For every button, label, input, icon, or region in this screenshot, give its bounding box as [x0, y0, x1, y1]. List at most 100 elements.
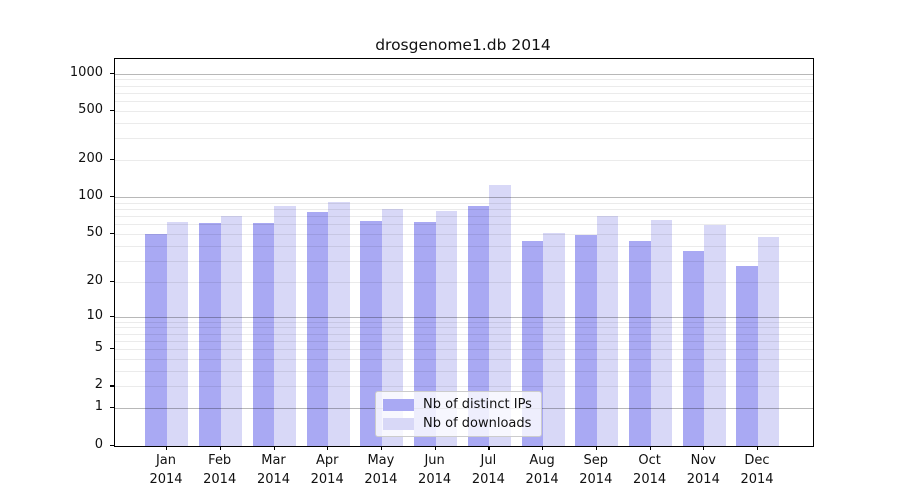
x-tick-label-feb: Feb 2014: [203, 453, 237, 487]
x-tick-mark: [434, 445, 436, 450]
x-tick-mark: [757, 445, 759, 450]
bar-apr-downloads: [328, 201, 350, 446]
x-tick-label-mar: Mar 2014: [256, 453, 291, 487]
x-tick-mark: [703, 445, 705, 450]
bar-nov-downloads: [704, 225, 726, 446]
x-tick-label-may: May 2014: [364, 453, 398, 487]
bar-may-distinct-ips: [360, 220, 382, 446]
gridline-900: [114, 79, 813, 81]
gridline-400: [114, 123, 813, 124]
bar-mar-downloads: [274, 206, 296, 446]
bar-apr-distinct-ips: [306, 211, 329, 446]
legend-item-downloads: Nb of downloads: [383, 416, 532, 431]
legend-swatch-distinct-ips: [383, 398, 414, 411]
y-tick-label-10: 10: [86, 307, 103, 323]
gridline-90: [114, 202, 813, 204]
bar-dec-downloads: [757, 237, 780, 446]
y-tick-mark: [109, 110, 114, 112]
gridline-600: [114, 101, 813, 103]
y-tick-mark: [109, 159, 114, 161]
gridline-40: [114, 245, 813, 247]
y-tick-label-2: 2: [94, 377, 103, 393]
y-tick-mark: [109, 444, 114, 446]
gridline-30: [114, 260, 813, 262]
x-tick-label-jul: Jul 2014: [471, 453, 505, 487]
x-tick-label-sep: Sep 2014: [579, 453, 613, 487]
gridline-4: [114, 358, 813, 360]
bar-jul-downloads: [489, 185, 511, 446]
bar-may-downloads: [381, 209, 404, 446]
bar-mar-distinct-ips: [252, 222, 275, 446]
gridline-200: [114, 160, 813, 162]
bar-oct-distinct-ips: [629, 240, 651, 446]
x-tick-mark: [488, 445, 490, 450]
x-tick-mark: [219, 445, 221, 450]
x-tick-label-aug: Aug 2014: [525, 453, 559, 487]
gridline-800: [114, 85, 813, 87]
x-tick-label-apr: Apr 2014: [310, 453, 344, 487]
x-tick-mark: [327, 445, 329, 450]
y-tick-mark: [109, 315, 114, 317]
gridline-2: [114, 386, 813, 388]
gridline-10: [114, 316, 813, 318]
bar-nov-distinct-ips: [682, 251, 705, 446]
legend: Nb of distinct IPs Nb of downloads: [375, 391, 542, 437]
y-tick-label-100: 100: [78, 188, 103, 204]
bar-jul-distinct-ips: [467, 206, 490, 446]
y-tick-mark: [109, 72, 114, 74]
bar-jan-distinct-ips: [145, 233, 167, 446]
y-tick-label-0: 0: [94, 436, 103, 452]
x-tick-label-jun: Jun 2014: [418, 453, 452, 487]
y-tick-label-500: 500: [78, 102, 103, 117]
gridline-7: [114, 333, 813, 335]
y-tick-mark: [109, 385, 114, 387]
gridline-8: [114, 327, 813, 329]
gridline-50: [114, 233, 813, 235]
chart-title: drosgenome1.db 2014: [375, 36, 551, 54]
x-tick-mark: [273, 445, 275, 450]
gridline-20: [114, 281, 813, 283]
gridline-5: [114, 349, 813, 351]
y-tick-mark: [109, 232, 114, 235]
gridline-500: [114, 111, 813, 112]
bar-aug-downloads: [543, 232, 565, 446]
y-tick-label-50: 50: [86, 224, 103, 240]
y-tick-label-20: 20: [86, 272, 103, 288]
x-tick-label-nov: Nov 2014: [686, 453, 720, 487]
y-tick-label-200: 200: [78, 151, 103, 167]
bar-sep-downloads: [596, 216, 619, 446]
plot-area: [113, 57, 814, 447]
bar-jan-downloads: [166, 221, 189, 446]
gridline-1000: [114, 73, 813, 75]
gridline-60: [114, 224, 813, 226]
legend-item-distinct-ips: Nb of distinct IPs: [383, 397, 532, 412]
y-tick-label-1000: 1000: [69, 64, 103, 80]
x-tick-mark: [542, 445, 544, 450]
x-tick-label-jan: Jan 2014: [149, 453, 183, 487]
x-tick-label-oct: Oct 2014: [633, 453, 667, 487]
x-tick-mark: [649, 445, 651, 450]
gridline-9: [114, 321, 813, 323]
x-tick-mark: [595, 445, 597, 450]
legend-label-downloads: Nb of downloads: [423, 416, 532, 431]
bar-sep-distinct-ips: [575, 235, 597, 446]
y-tick-mark: [109, 196, 114, 198]
y-tick-label-1: 1: [94, 399, 103, 415]
bar-dec-distinct-ips: [736, 266, 758, 446]
bar-jun-distinct-ips: [414, 221, 436, 446]
bar-oct-downloads: [650, 220, 673, 446]
gridline-70: [114, 216, 813, 218]
bar-feb-downloads: [220, 216, 243, 446]
x-tick-mark: [166, 445, 168, 450]
bar-feb-distinct-ips: [199, 223, 221, 446]
gridline-6: [114, 340, 813, 342]
gridline-80: [114, 209, 813, 210]
legend-swatch-downloads: [383, 417, 414, 430]
y-tick-mark: [109, 348, 114, 350]
gridline-300: [114, 138, 813, 140]
y-tick-mark: [109, 407, 114, 409]
x-tick-label-dec: Dec 2014: [740, 453, 774, 487]
legend-label-distinct-ips: Nb of distinct IPs: [423, 397, 532, 412]
gridline-100: [114, 197, 813, 199]
